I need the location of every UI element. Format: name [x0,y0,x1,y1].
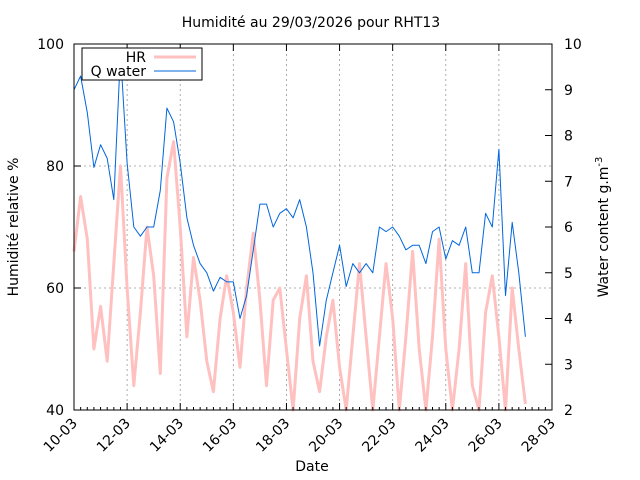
legend-label: Q water [91,64,147,80]
x-tick-label: 10-03 [41,416,81,456]
x-tick-label: 16-03 [200,416,240,456]
y2-axis-label: Water content g.m-3 [594,157,612,298]
legend-label: HR [126,50,147,66]
x-tick-label: 26-03 [466,416,506,456]
y2-axis-label-text: Water content g.m [596,167,612,298]
chart-title: Humidité au 29/03/2026 pour RHT13 [182,15,440,31]
series-layer [72,52,527,412]
y2-tick-label: 9 [564,83,573,99]
y2-tick-label: 7 [564,174,573,190]
series-line-hr [72,140,527,412]
y-axis-label: Humidité relative % [6,158,22,297]
y-tick-label: 40 [46,403,64,419]
x-tick-label: 18-03 [253,416,293,456]
y2-tick-label: 2 [564,403,573,419]
x-tick-label: 14-03 [147,416,187,456]
y2-tick-label: 4 [564,312,573,328]
y-tick-label: 80 [46,159,64,175]
x-tick-label: 22-03 [359,416,399,456]
x-axis-label: Date [295,459,328,475]
y2-tick-label: 6 [564,220,573,236]
y-tick-label: 60 [46,281,64,297]
x-tick-label: 24-03 [413,416,453,456]
series-line-q-water [73,52,526,347]
x-tick-label: 12-03 [94,416,134,456]
x-tick-label: 28-03 [519,416,559,456]
y2-tick-label: 3 [564,357,573,373]
y2-tick-label: 8 [564,129,573,145]
y-tick-label: 100 [37,37,64,53]
x-tick-label: 20-03 [306,416,346,456]
y2-tick-label: 5 [564,266,573,282]
legend: HRQ water [81,47,203,81]
y2-axis-label-superscript: -3 [594,157,605,167]
y2-tick-label: 10 [564,37,582,53]
legend-box [81,47,203,81]
